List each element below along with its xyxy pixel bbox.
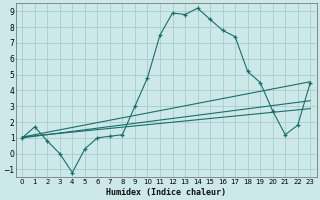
X-axis label: Humidex (Indice chaleur): Humidex (Indice chaleur) [106, 188, 226, 197]
